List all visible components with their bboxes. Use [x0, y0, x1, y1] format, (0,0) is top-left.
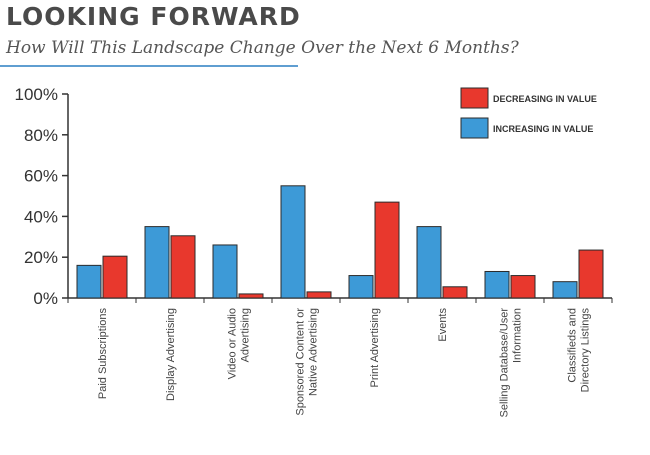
category-label-line: Advertising [240, 308, 252, 362]
decreasing-bar [442, 286, 468, 299]
legend: DECREASING IN VALUE INCREASING IN VALUE [460, 87, 597, 139]
category-label: Sponsored Content or Native Advertising [295, 308, 320, 416]
category-label-line: Selling Database/User [499, 308, 511, 418]
bars [76, 185, 604, 299]
decreasing-bar [238, 293, 264, 299]
increasing-bar [212, 244, 238, 299]
legend-label: INCREASING IN VALUE [493, 124, 593, 134]
category-label-line: Information [512, 308, 524, 363]
y-tick-label: 60% [24, 167, 58, 186]
increasing-bar [552, 281, 578, 299]
x-axis [67, 297, 613, 303]
decreasing-bar [102, 255, 128, 299]
increasing-bar [416, 226, 442, 299]
legend-swatch [460, 87, 489, 109]
increasing-bar [280, 185, 306, 299]
increasing-bar [76, 264, 102, 299]
category-labels: Paid Subscriptions Display Advertising Vid… [97, 308, 592, 418]
y-tick-label: 80% [24, 126, 58, 145]
increasing-bar [348, 275, 374, 299]
page-subtitle: How Will This Landscape Change Over the … [6, 38, 519, 58]
decreasing-bar [170, 235, 196, 299]
category-label: Paid Subscriptions [97, 308, 109, 400]
category-label: Print Advertising [369, 308, 381, 387]
category-label-line: Paid Subscriptions [97, 308, 109, 400]
y-tick-label: 40% [24, 207, 58, 226]
category-label-line: Video or Audio [227, 308, 239, 379]
category-label: Events [437, 308, 449, 342]
category-label-line: Native Advertising [308, 308, 320, 396]
y-axis: 0% 20% 40% 60% 80% 100% [15, 85, 69, 308]
legend-swatch [460, 117, 489, 139]
decreasing-bar [306, 291, 332, 299]
category-label: Display Advertising [165, 308, 177, 401]
y-tick-label: 100% [15, 85, 58, 104]
category-label: Classifieds and Directory Listings [567, 308, 592, 393]
category-label-line: Events [437, 308, 449, 342]
page-title: LOOKING FORWARD [6, 2, 301, 31]
y-tick-label: 20% [24, 248, 58, 267]
category-label-line: Sponsored Content or [295, 308, 307, 416]
category-label: Selling Database/User Information [499, 308, 524, 418]
decreasing-bar [374, 201, 400, 299]
category-label-line: Directory Listings [580, 308, 592, 393]
decreasing-bar [578, 249, 604, 299]
y-tick-label: 0% [33, 289, 58, 308]
legend-label: DECREASING IN VALUE [493, 94, 597, 104]
increasing-bar [484, 270, 510, 299]
category-label-line: Print Advertising [369, 308, 381, 387]
category-label-line: Classifieds and [567, 308, 579, 383]
category-label-line: Display Advertising [165, 308, 177, 401]
title-underline [0, 65, 298, 67]
decreasing-bar [510, 275, 536, 299]
category-label: Video or Audio Advertising [227, 308, 252, 379]
increasing-bar [144, 226, 170, 299]
